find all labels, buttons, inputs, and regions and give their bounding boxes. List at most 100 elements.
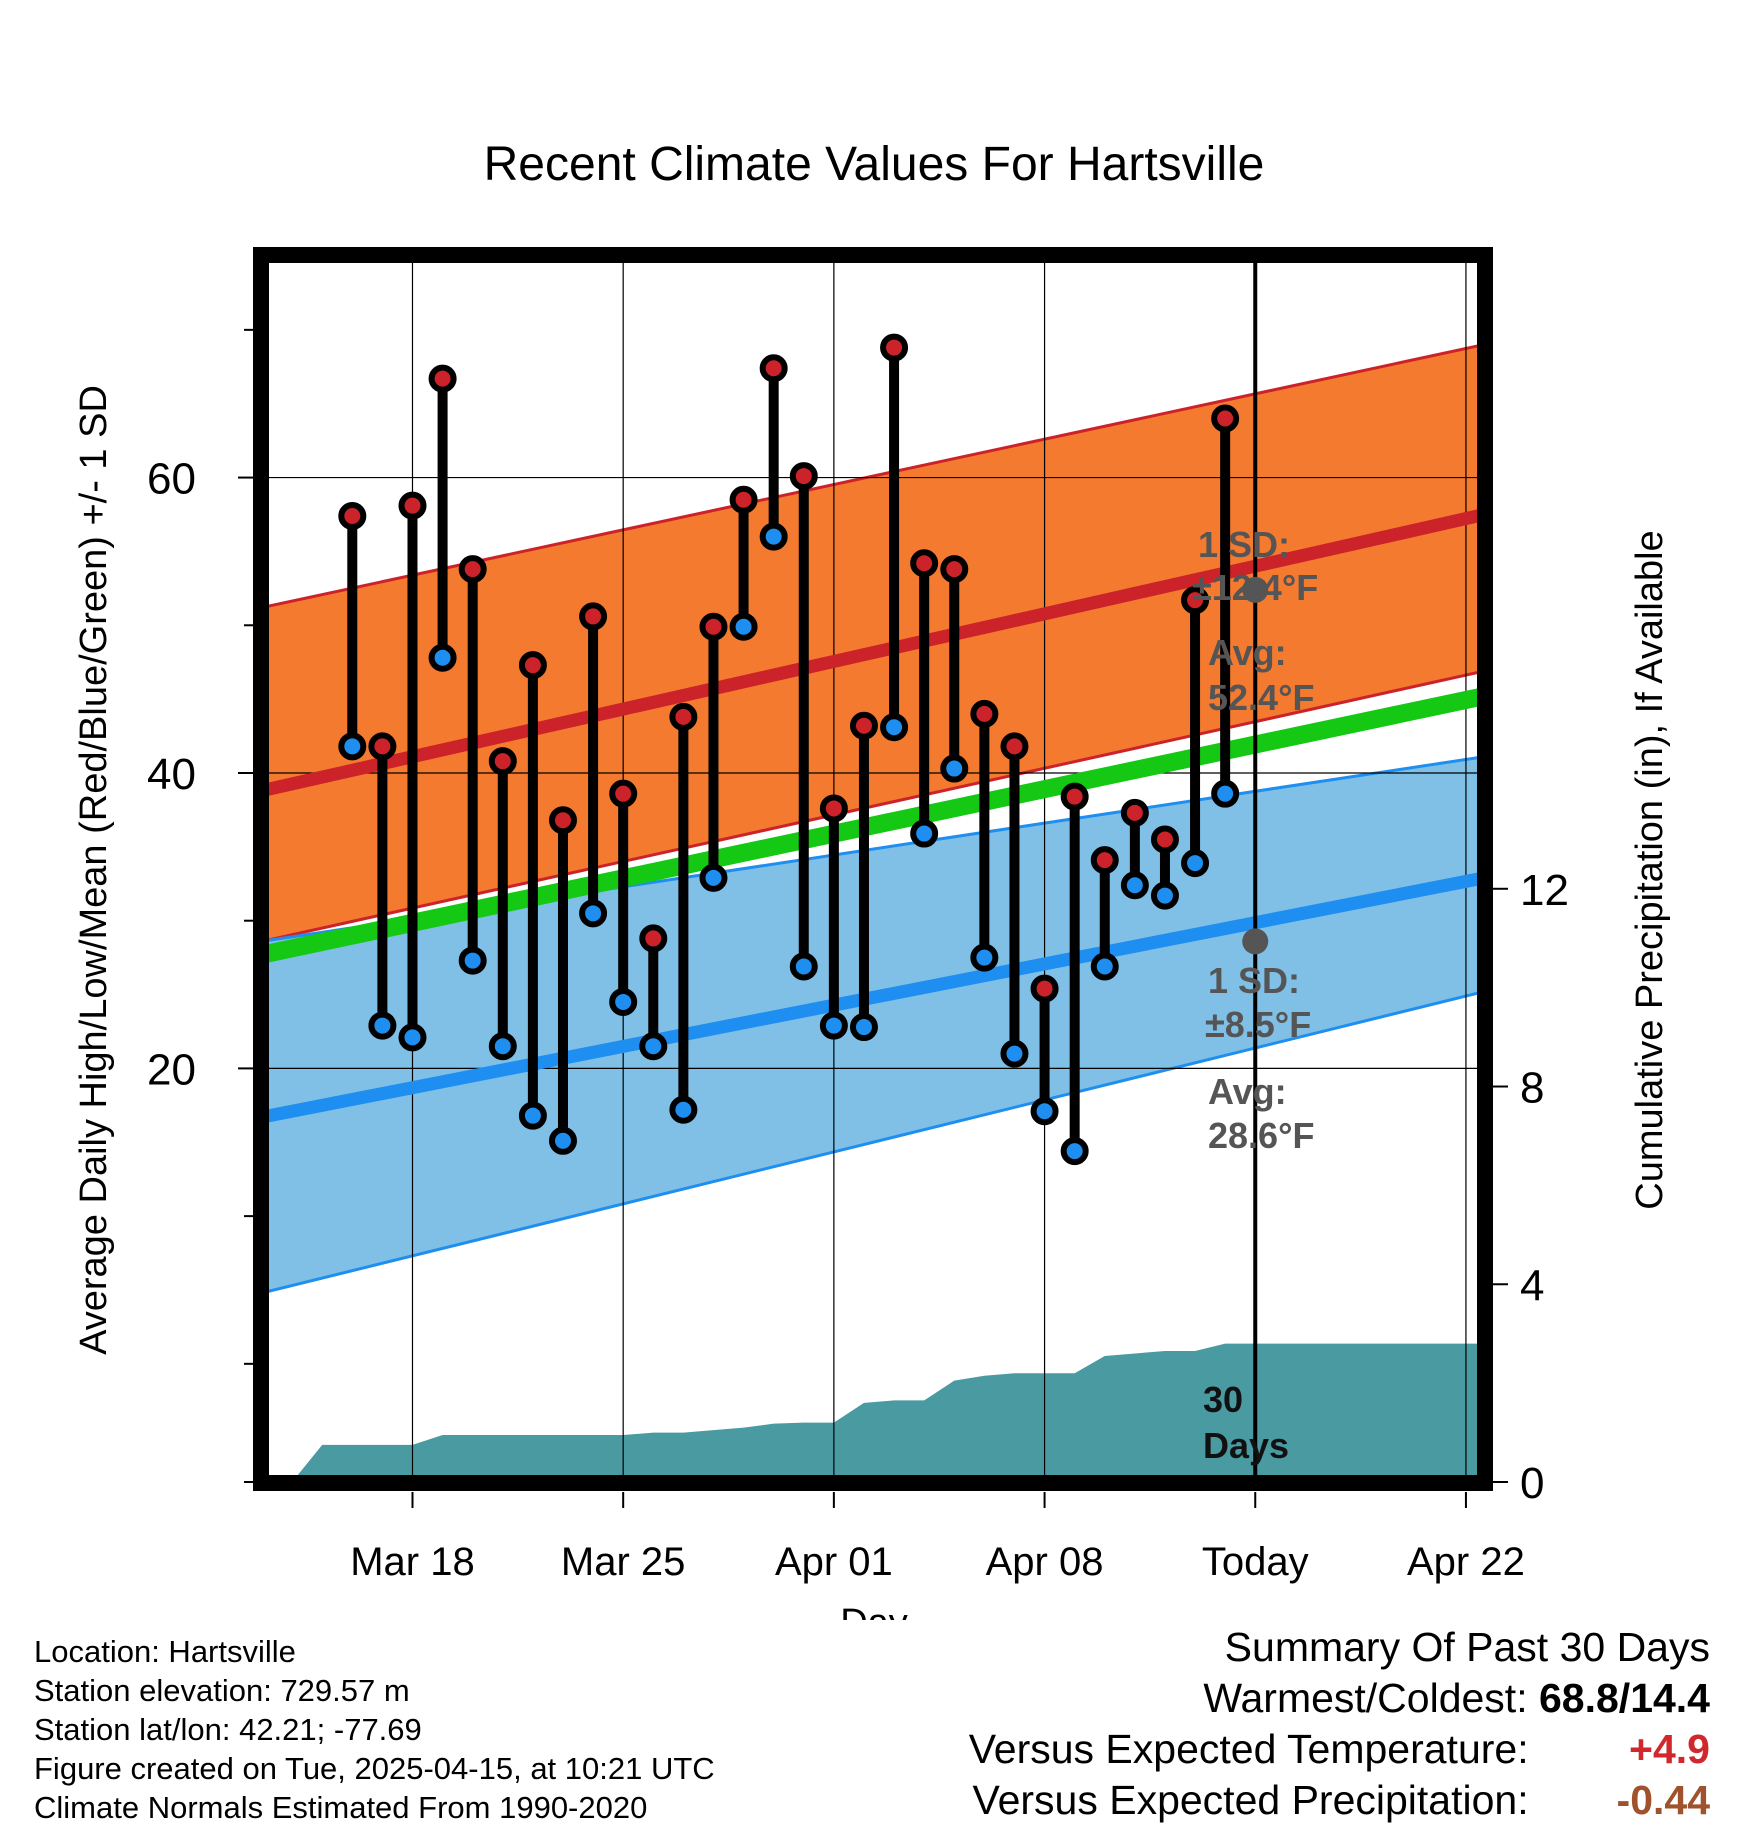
low-point [880, 713, 909, 742]
high-point [819, 794, 848, 823]
low-point [579, 899, 608, 928]
x-axis-label: Day [840, 1602, 908, 1620]
precip-vs-expected-row: Versus Expected Precipitation: -0.44 [969, 1775, 1711, 1826]
warmest-coldest-row: Warmest/Coldest: 68.8/14.4 [969, 1673, 1710, 1724]
daily-mean-line [262, 687, 1484, 964]
x-tick-label: Apr 08 [986, 1540, 1104, 1584]
low-point [368, 1011, 397, 1040]
axes: 20 40 60 0 4 8 12 Mar 18 Mar 25 Apr 01 Apr 08 Today… [147, 328, 1569, 1584]
warmest-coldest-value: 68.8/14.4 [1539, 1675, 1710, 1721]
high-avg-label: Avg: [1208, 632, 1287, 673]
station-info: Location: Hartsville Station elevation: … [34, 1632, 715, 1827]
high-point [1000, 732, 1029, 761]
high-lower-line [262, 669, 1484, 943]
high-point [1211, 404, 1240, 433]
x-tick-label: Apr 22 [1407, 1540, 1525, 1584]
period-label: 30 Days [1203, 1379, 1289, 1466]
low-point [940, 754, 969, 783]
high-point [458, 555, 487, 584]
high-point [759, 354, 788, 383]
plot-frame [253, 247, 1493, 1491]
low-point [699, 863, 728, 892]
high-point [518, 651, 547, 680]
precip-vs-expected-label: Versus Expected Precipitation: [972, 1777, 1529, 1823]
warmest-coldest-label: Warmest/Coldest: [1203, 1675, 1528, 1721]
x-tick-label: Mar 18 [350, 1540, 475, 1584]
x-tick-label: Today [1202, 1540, 1309, 1584]
high-point [789, 462, 818, 491]
low-point [970, 943, 999, 972]
low-point [759, 522, 788, 551]
high-point [849, 711, 878, 740]
high-point [338, 501, 367, 530]
elevation-text: Station elevation: 729.57 m [34, 1673, 410, 1708]
low-sd-value: ±8.5°F [1205, 1004, 1311, 1045]
low-point [458, 946, 487, 975]
high-point [1150, 825, 1179, 854]
temp-vs-expected-value: +4.9 [1629, 1726, 1710, 1772]
left-tick-label: 40 [147, 750, 196, 799]
low-point [669, 1095, 698, 1124]
low-point [1030, 1097, 1059, 1126]
today-annotations: 1 SD: ±12.4°F Avg: 52.4°F 1 SD: ±8.5°F A… [1192, 524, 1318, 1156]
low-point [1181, 849, 1210, 878]
x-tick-label: Mar 25 [561, 1540, 686, 1584]
high-avg-point [1242, 576, 1269, 603]
low-point [1000, 1039, 1029, 1068]
high-point [669, 702, 698, 731]
low-point [789, 952, 818, 981]
low-point [1060, 1137, 1089, 1166]
low-mean-line [262, 871, 1484, 1124]
high-point [880, 333, 909, 362]
low-lower-line [262, 990, 1484, 1295]
high-point [428, 364, 457, 393]
low-point [819, 1011, 848, 1040]
high-mean-line [262, 508, 1484, 798]
high-point [398, 491, 427, 520]
low-avg-label: Avg: [1208, 1071, 1287, 1112]
high-point [940, 555, 969, 584]
low-point [488, 1032, 517, 1061]
created-text: Figure created on Tue, 2025-04-15, at 10… [34, 1751, 715, 1786]
low-point [1211, 779, 1240, 808]
summary-title: Summary Of Past 30 Days [1224, 1624, 1710, 1670]
chart-title: Recent Climate Values For Hartsville [484, 138, 1265, 191]
precipitation-area [292, 1343, 1484, 1482]
high-point [1181, 586, 1210, 615]
high-point [548, 806, 577, 835]
high-point [970, 699, 999, 728]
high-point [910, 549, 939, 578]
high-avg-value: 52.4°F [1208, 677, 1314, 718]
right-tick-label: 12 [1520, 866, 1569, 915]
high-sd-label: 1 SD: [1198, 524, 1290, 565]
precip-vs-expected-value: -0.44 [1616, 1777, 1710, 1823]
latlon-text: Station lat/lon: 42.21; -77.69 [34, 1712, 422, 1747]
summary-panel: Summary Of Past 30 Days Warmest/Coldest:… [969, 1622, 1710, 1826]
normals-text: Climate Normals Estimated From 1990-2020 [34, 1790, 648, 1825]
high-point [609, 779, 638, 808]
left-tick-label: 20 [147, 1045, 196, 1094]
high-point [579, 602, 608, 631]
low-point [1090, 952, 1119, 981]
low-point [428, 643, 457, 672]
high-sd-band [262, 344, 1484, 942]
high-point [488, 747, 517, 776]
climate-chart: Recent Climate Values For Hartsville 20 4… [73, 138, 1671, 1620]
daily-range-bars [338, 333, 1240, 1166]
high-sd-value: ±12.4°F [1192, 567, 1318, 608]
low-sd-label: 1 SD: [1208, 960, 1300, 1001]
y-axis-label-right: Cumulative Precipitation (in), If Availa… [1629, 530, 1671, 1209]
low-avg-value: 28.6°F [1208, 1115, 1314, 1156]
y-axis-label-left: Average Daily High/Low/Mean (Red/Blue/Gr… [73, 385, 115, 1355]
high-point [639, 924, 668, 953]
period-unit: Days [1203, 1425, 1289, 1466]
low-point [910, 819, 939, 848]
low-point [338, 732, 367, 761]
right-tick-label: 4 [1520, 1261, 1544, 1310]
high-point [699, 612, 728, 641]
low-point [1150, 881, 1179, 910]
temp-vs-expected-label: Versus Expected Temperature: [968, 1726, 1529, 1772]
high-point [1120, 798, 1149, 827]
low-point [398, 1023, 427, 1052]
low-point [518, 1101, 547, 1130]
